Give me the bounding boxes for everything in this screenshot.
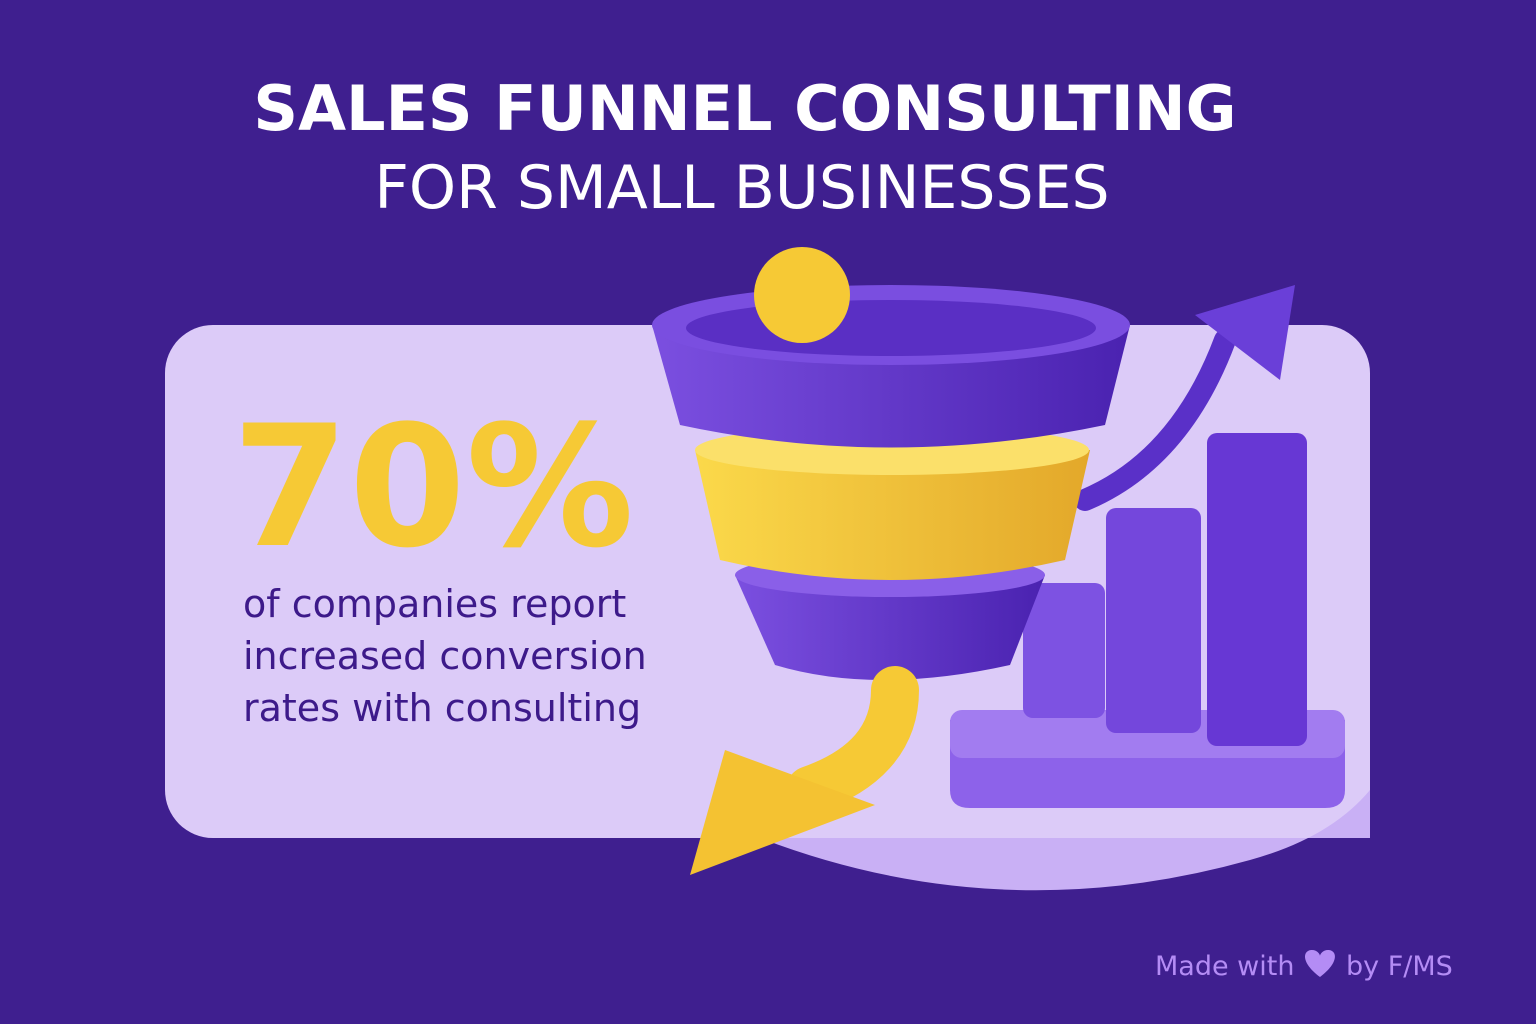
footer-text: by F/MS <box>1346 951 1453 982</box>
bar-illustration <box>1207 433 1307 746</box>
bar-illustration <box>1106 508 1201 733</box>
heart-icon <box>1305 950 1335 977</box>
bar-illustration <box>1023 583 1105 718</box>
funnel-illustration <box>652 247 1130 680</box>
footer-text: Made with <box>1155 951 1294 982</box>
growth-arrow-head <box>1195 285 1295 380</box>
title-line: SALES FUNNEL CONSULTING <box>253 72 1236 145</box>
funnel-bottom <box>735 575 1045 680</box>
card-shadow <box>760 790 1370 891</box>
chart-illustration <box>950 433 1345 808</box>
title-line: FOR SMALL BUSINESSES <box>374 153 1109 223</box>
coin <box>754 247 850 343</box>
output-arrow-head <box>690 750 875 875</box>
funnel-opening <box>686 300 1096 356</box>
growth-arrow <box>1074 329 1236 511</box>
funnel-middle <box>695 450 1090 580</box>
stat-description: of companies report <box>243 582 626 626</box>
stat-value: 70% <box>232 389 634 585</box>
stat-description: increased conversion <box>243 634 647 678</box>
stat-description: rates with consulting <box>243 686 641 730</box>
output-arrow <box>786 666 919 814</box>
